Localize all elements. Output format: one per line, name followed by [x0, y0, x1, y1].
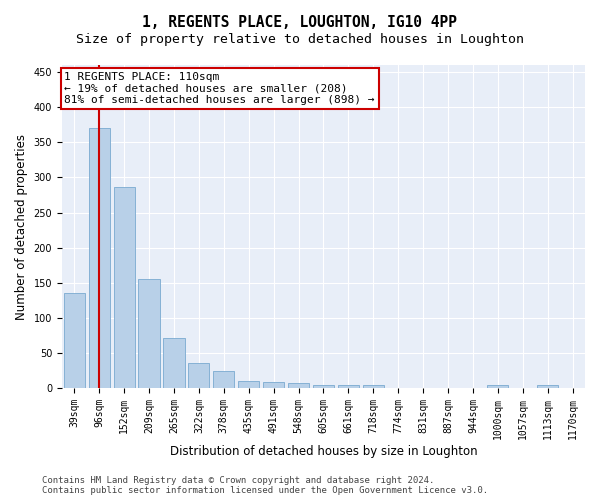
Bar [487, 386, 508, 388]
Bar [263, 382, 284, 388]
X-axis label: Distribution of detached houses by size in Loughton: Distribution of detached houses by size … [170, 444, 477, 458]
Bar [64, 294, 85, 388]
Bar [139, 279, 160, 388]
Bar [238, 381, 259, 388]
Bar [313, 386, 334, 388]
Bar [362, 386, 384, 388]
Bar [113, 186, 135, 388]
Y-axis label: Number of detached properties: Number of detached properties [15, 134, 28, 320]
Text: Contains HM Land Registry data © Crown copyright and database right 2024.
Contai: Contains HM Land Registry data © Crown c… [42, 476, 488, 495]
Bar [288, 383, 309, 388]
Bar [537, 386, 558, 388]
Bar [188, 363, 209, 388]
Text: 1, REGENTS PLACE, LOUGHTON, IG10 4PP: 1, REGENTS PLACE, LOUGHTON, IG10 4PP [143, 15, 458, 30]
Bar [213, 370, 235, 388]
Bar [89, 128, 110, 388]
Text: Size of property relative to detached houses in Loughton: Size of property relative to detached ho… [76, 32, 524, 46]
Bar [163, 338, 185, 388]
Text: 1 REGENTS PLACE: 110sqm
← 19% of detached houses are smaller (208)
81% of semi-d: 1 REGENTS PLACE: 110sqm ← 19% of detache… [64, 72, 375, 105]
Bar [338, 386, 359, 388]
